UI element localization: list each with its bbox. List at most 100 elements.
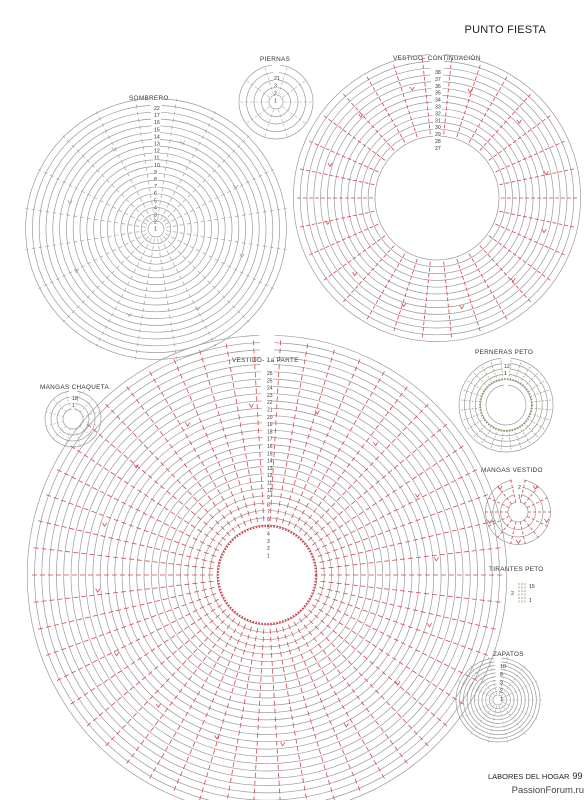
sombrero-row-ring <box>59 132 253 326</box>
vestido-1a-row-ring <box>41 349 493 800</box>
vestido-1a-row-number: 19 <box>267 422 273 428</box>
vestido-cont-row-ring <box>361 122 513 274</box>
sombrero-row-ring <box>52 125 260 333</box>
mangas-vestido-row-ring <box>492 487 544 538</box>
vestido-1a-stitch-spoke <box>288 624 362 794</box>
vestido-cont-stitch-spoke <box>343 245 395 303</box>
vestido-1a-row-number: 4 <box>267 532 270 538</box>
vestido-cont-stitch-spoke <box>393 258 418 332</box>
mangas-chaqueta-row-number: 18 <box>72 396 78 402</box>
vestido-cont-row-number: 32 <box>435 111 441 117</box>
sombrero-stitch-spoke <box>38 233 148 290</box>
vestido-1a-stitch-spoke <box>288 356 362 526</box>
sombrero-row-number: 3 <box>154 213 157 219</box>
vestido-1a-stitch-spoke <box>147 621 241 782</box>
vestido-1a-stitch-spoke <box>84 421 226 541</box>
sombrero-row-number: 22 <box>154 106 160 112</box>
zapatos-title: ZAPATOS <box>493 651 524 658</box>
perneras-peto-stitch-spoke <box>460 399 478 403</box>
vestido-cont-increase-mark <box>459 304 465 310</box>
vestido-1a-stitch-spoke <box>225 340 259 522</box>
sombrero-row-ring <box>134 207 178 251</box>
vestido-cont-stitch-spoke <box>323 235 386 281</box>
vestido-1a-row-ring <box>150 459 384 691</box>
sombrero-row-number: 13 <box>154 142 160 148</box>
vestido-1a-stitch-spoke <box>282 346 336 524</box>
vestido-1a-stitch-spoke <box>67 443 223 546</box>
mangas-vestido-row-number: 1 <box>518 495 521 501</box>
zapatos-row-number: 8 <box>500 672 503 678</box>
vestido-cont-stitch-spoke <box>393 64 418 138</box>
vestido-cont-stitch-spoke <box>421 261 431 338</box>
sombrero-stitch-spoke <box>164 233 274 290</box>
sombrero-stitch-spoke <box>95 237 152 347</box>
vestido-1a-stitch-spoke <box>298 618 410 767</box>
mangas-chaqueta-stitch-spoke <box>79 425 94 440</box>
vestido-1a-row-number: 6 <box>267 517 270 523</box>
vestido-cont-stitch-spoke <box>308 140 379 173</box>
mangas-chaqueta-stitch-spoke <box>45 421 64 427</box>
vestido-1a-row-number: 24 <box>267 386 273 392</box>
perneras-peto-stitch-spoke <box>473 425 486 438</box>
vestido-cont-row-number: 35 <box>435 91 441 97</box>
sombrero-stitch-spoke <box>162 135 250 223</box>
vestido-1a-increase-mark <box>343 723 349 728</box>
mangas-chaqueta-title: MANGAS CHAQUETA <box>40 384 110 391</box>
vestido-cont-stitch-spoke <box>456 64 481 138</box>
vestido-1a-increase-mark <box>433 557 439 562</box>
perneras-peto-row-ring <box>469 368 543 442</box>
mangas-vestido-stitch-spoke <box>519 521 526 546</box>
perneras-peto-stitch-spoke <box>481 429 491 445</box>
sombrero-stitch-spoke <box>25 208 147 228</box>
vestido-1a-stitch-spoke <box>275 628 308 800</box>
sombrero-row-number: 15 <box>154 127 160 133</box>
sombrero-row-number: 5 <box>154 198 157 204</box>
mangas-vestido-row-ring <box>500 494 536 530</box>
vestido-cont-stitch-spoke <box>495 223 566 256</box>
mangas-chaqueta-stitch-spoke <box>82 421 101 427</box>
perneras-peto-row-ring <box>458 357 554 453</box>
vestido-cont-increase-mark <box>352 271 358 277</box>
vestido-cont-stitch-spoke <box>479 93 531 151</box>
sombrero-row-number: 8 <box>154 177 157 183</box>
perneras-peto-stitch-spoke <box>534 407 552 411</box>
perneras-peto-stitch-spoke <box>515 361 522 378</box>
zapatos-row-ring <box>470 672 526 728</box>
vestido-1a-stitch-spoke <box>282 626 335 800</box>
mangas-vestido-title: MANGAS VESTIDO <box>481 467 543 474</box>
perneras-peto-stitch-spoke <box>533 389 550 396</box>
vestido-1a-increase-mark <box>248 403 254 408</box>
vestido-1a-row-number: 25 <box>267 378 273 384</box>
vestido-cont-increase-mark <box>401 302 407 308</box>
vestido-1a-row-number: 7 <box>267 510 270 516</box>
mangas-vestido-row-ring <box>507 501 529 523</box>
mangas-vestido-stitch-spoke <box>510 478 517 503</box>
vestido-cont-row-number: 30 <box>435 125 441 131</box>
vestido-cont-stitch-spoke <box>308 223 379 256</box>
sombrero-row-number: 4 <box>154 205 157 211</box>
perneras-peto-stitch-spoke <box>466 420 482 430</box>
sombrero-row-ring <box>79 152 233 306</box>
vestido-cont-increase-mark <box>541 228 547 234</box>
vestido-1a-row-ring <box>158 466 376 684</box>
vestido-cont-row-ring <box>374 135 500 261</box>
vestido-cont-row-number: 37 <box>435 77 441 83</box>
perneras-peto-stitch-spoke <box>526 372 539 385</box>
vestido-1a-increase-mark <box>395 681 401 686</box>
mangas-chaqueta-stitch-spoke <box>79 398 94 413</box>
sombrero-stitch-spoke <box>62 235 150 323</box>
sombrero-stitch-spoke <box>95 111 152 221</box>
vestido-1a-row-ring <box>121 429 413 721</box>
mangas-vestido-stitch-spoke <box>523 485 540 505</box>
sombrero-row-number: 12 <box>154 149 160 155</box>
mangas-chaqueta-row-ring <box>56 402 90 436</box>
page-footer: LABORES DEL HOGAR 99 <box>488 771 582 781</box>
perneras-peto-stitch-spoke <box>462 389 479 396</box>
sombrero-row-ring <box>93 166 219 292</box>
vestido-cont-row-number: 36 <box>435 84 441 90</box>
mangas-chaqueta-row-ring <box>44 390 102 448</box>
vestido-1a-stitch-spoke <box>43 593 217 657</box>
perneras-peto-stitch-spoke <box>462 414 479 421</box>
vestido-1a-row-ring <box>180 488 354 662</box>
vestido-1a-stitch-spoke <box>198 346 252 524</box>
